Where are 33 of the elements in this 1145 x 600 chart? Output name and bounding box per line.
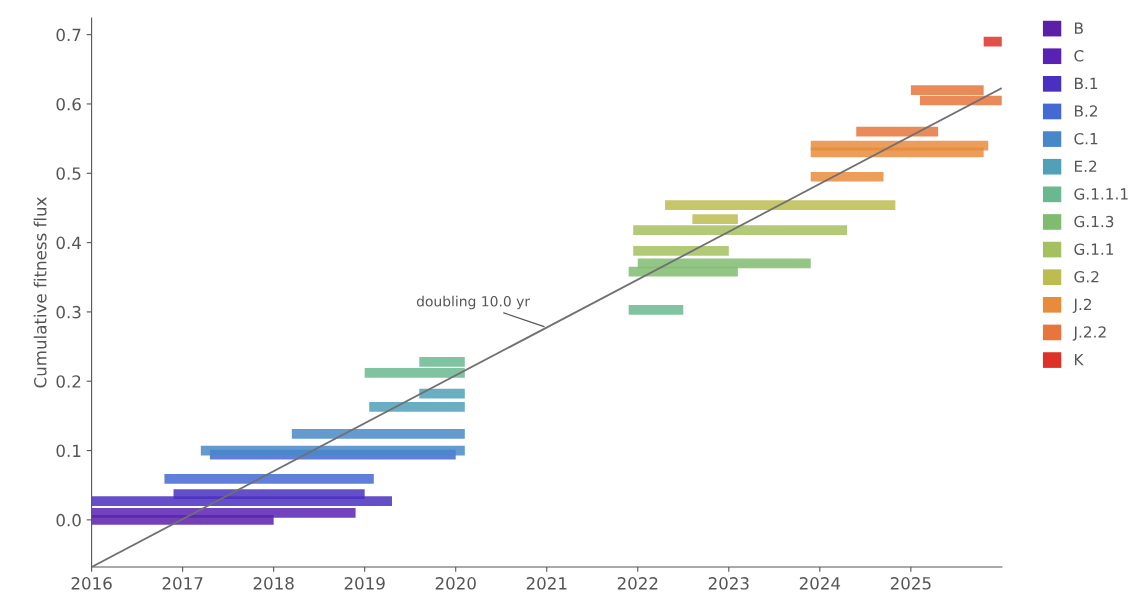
- x-tick-label: 2024: [799, 577, 841, 590]
- legend-label: G.2: [1074, 271, 1099, 283]
- y-tick-label: 0.3: [56, 305, 81, 319]
- x-tick-label: 2022: [617, 577, 658, 590]
- legend-label: K: [1074, 354, 1084, 366]
- legend-label: J.2: [1072, 298, 1092, 314]
- legend-label: G.1.3: [1074, 215, 1114, 228]
- y-tick-label: 0.7: [56, 28, 81, 42]
- y-tick-label: 0.5: [56, 167, 81, 180]
- legend-label: B.2: [1074, 105, 1098, 117]
- legend-label: E.2: [1074, 160, 1097, 172]
- x-tick-label: 2018: [253, 577, 294, 590]
- legend-label: B.1: [1074, 77, 1098, 89]
- x-tick-label: 2019: [344, 577, 385, 590]
- x-tick-label: 2020: [435, 577, 476, 590]
- x-tick-label: 2021: [526, 577, 567, 590]
- legend-label: C: [1074, 50, 1084, 62]
- y-tick-label: 0.1: [56, 444, 81, 458]
- legend-label: J.2.2: [1072, 326, 1106, 341]
- x-tick-label: 2023: [708, 577, 749, 590]
- y-tick-label: 0.2: [56, 375, 81, 388]
- legend-label: G.1.1: [1074, 243, 1114, 255]
- legend-label: G.1.1.1: [1074, 188, 1128, 200]
- y-tick-label: 0.0: [56, 513, 81, 527]
- x-tick-label: 2016: [71, 577, 112, 590]
- legend-label: C.1: [1074, 132, 1098, 145]
- y-tick-label: 0.6: [56, 97, 81, 111]
- annotation: doubling 10.0 yr: [416, 295, 531, 310]
- x-tick-label: 2025: [890, 577, 931, 590]
- x-tick-label: 2017: [162, 577, 203, 590]
- y-tick-label: 0.4: [56, 236, 81, 250]
- legend-label: B: [1074, 22, 1083, 34]
- y-axis-title: Cumulative fitness flux: [33, 197, 47, 388]
